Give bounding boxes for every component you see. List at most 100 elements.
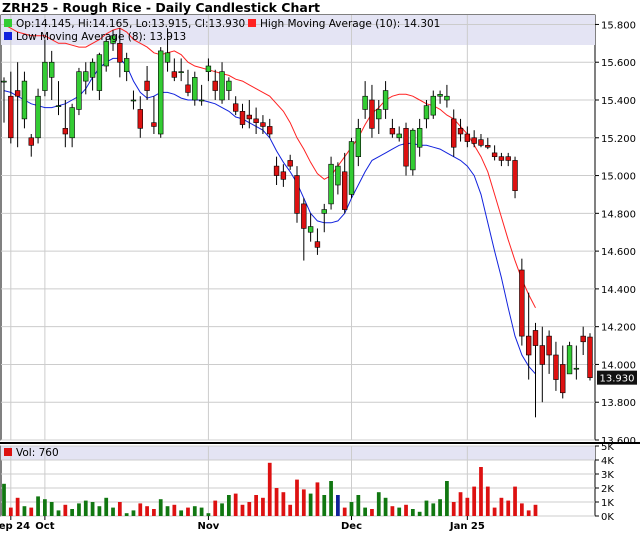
volume-bar: [295, 479, 299, 516]
price-tick-label: 15.200: [601, 134, 636, 145]
volume-bar: [186, 507, 190, 516]
low-ma-text: Low Moving Average (8): 13.913: [16, 31, 187, 43]
volume-bar: [513, 486, 517, 516]
candle-body: [42, 61, 48, 91]
candle-body: [89, 61, 96, 78]
candle: [28, 134, 34, 157]
candle: [532, 322, 539, 418]
volume-legend: Vol: 760: [4, 447, 59, 459]
last-price-label: 13.930: [600, 374, 635, 385]
candle: [239, 103, 246, 129]
candle-body: [273, 165, 280, 176]
volume-bar: [308, 493, 313, 516]
price-tick-label: 15.000: [601, 172, 636, 183]
volume-bar: [424, 500, 429, 516]
candle: [498, 152, 505, 167]
volume-bar: [410, 509, 415, 516]
price-tick-label: 15.600: [601, 58, 636, 69]
volume-bar: [479, 467, 483, 516]
candle-body: [280, 171, 287, 180]
volume-bar: [240, 504, 245, 516]
candle: [294, 166, 300, 223]
candle-body: [246, 114, 252, 120]
candle: [301, 198, 307, 261]
candle-body: [62, 128, 69, 135]
volume-bar: [145, 506, 149, 516]
price-tick-label: 13.600: [601, 436, 636, 447]
candle-body: [498, 156, 505, 161]
volume-bar: [281, 492, 286, 516]
candle: [560, 345, 566, 399]
candle-body: [566, 345, 573, 375]
candle-body: [587, 336, 593, 378]
candle: [348, 137, 355, 199]
candle: [212, 69, 218, 100]
ohlc-legend: Op:14.145, Hi:14.165, Lo:13.915, Cl:13.9…: [4, 18, 245, 30]
candle-body: [1, 80, 7, 83]
candle: [198, 84, 205, 106]
candle-body: [478, 139, 484, 146]
low-ma-legend: Low Moving Average (8): 13.913: [4, 31, 186, 43]
candle-body: [287, 160, 293, 167]
candle-body: [239, 111, 246, 125]
candle: [287, 154, 293, 170]
candle-body: [348, 141, 355, 195]
volume-bar: [261, 497, 265, 516]
volume-bar: [370, 509, 374, 516]
candle-body: [355, 128, 362, 157]
candle: [423, 100, 430, 129]
candle: [137, 96, 143, 138]
candle: [505, 152, 511, 167]
candle: [416, 118, 423, 157]
candle-body: [164, 52, 171, 63]
candle: [403, 122, 409, 176]
candle: [430, 90, 436, 119]
volume-bar: [124, 513, 129, 516]
volume-bar: [376, 492, 381, 516]
price-panel: 15.800 15.600 15.400 15.200 15.000 14.800 14.6…: [0, 14, 640, 447]
candle: [130, 90, 137, 110]
candle: [151, 96, 157, 134]
volume-bar: [131, 510, 136, 516]
volume-bar: [356, 495, 361, 516]
volume-tick-label: 5K: [601, 442, 614, 453]
candle: [96, 52, 103, 100]
candle-body: [212, 80, 218, 91]
candle-body: [144, 80, 150, 91]
legend-band: [1, 15, 595, 45]
x-axis: Sep 24 Oct Nov Dec Jan 25: [0, 516, 485, 532]
candle: [444, 84, 450, 108]
candle: [362, 81, 368, 119]
volume-bar: [342, 507, 347, 516]
candle-body: [137, 109, 143, 129]
candle-body: [553, 354, 559, 380]
volume-bar: [233, 493, 238, 516]
candle: [62, 100, 69, 148]
x-tick-label: Dec: [341, 521, 362, 532]
candle: [342, 152, 348, 214]
candle: [307, 213, 314, 242]
candle: [192, 71, 198, 106]
candle: [123, 52, 130, 82]
volume-bar: [254, 495, 258, 516]
volume-bar: [315, 482, 320, 516]
candle-body: [546, 335, 552, 356]
candle-body: [8, 95, 14, 139]
volume-bar: [117, 502, 122, 516]
candle-body: [369, 99, 375, 129]
candle: [185, 69, 191, 97]
candle: [89, 58, 96, 91]
candle: [103, 37, 109, 72]
candle: [369, 84, 375, 138]
volume-bar: [199, 507, 204, 516]
candle: [14, 62, 21, 148]
volume-bar: [56, 510, 61, 516]
candle-body: [171, 71, 178, 78]
volume-bar: [43, 499, 47, 516]
volume-bar: [288, 504, 293, 516]
volume-swatch: [4, 448, 12, 456]
volume-bar: [15, 497, 20, 516]
candle-body: [314, 241, 321, 248]
low-ma-swatch: [4, 32, 12, 40]
